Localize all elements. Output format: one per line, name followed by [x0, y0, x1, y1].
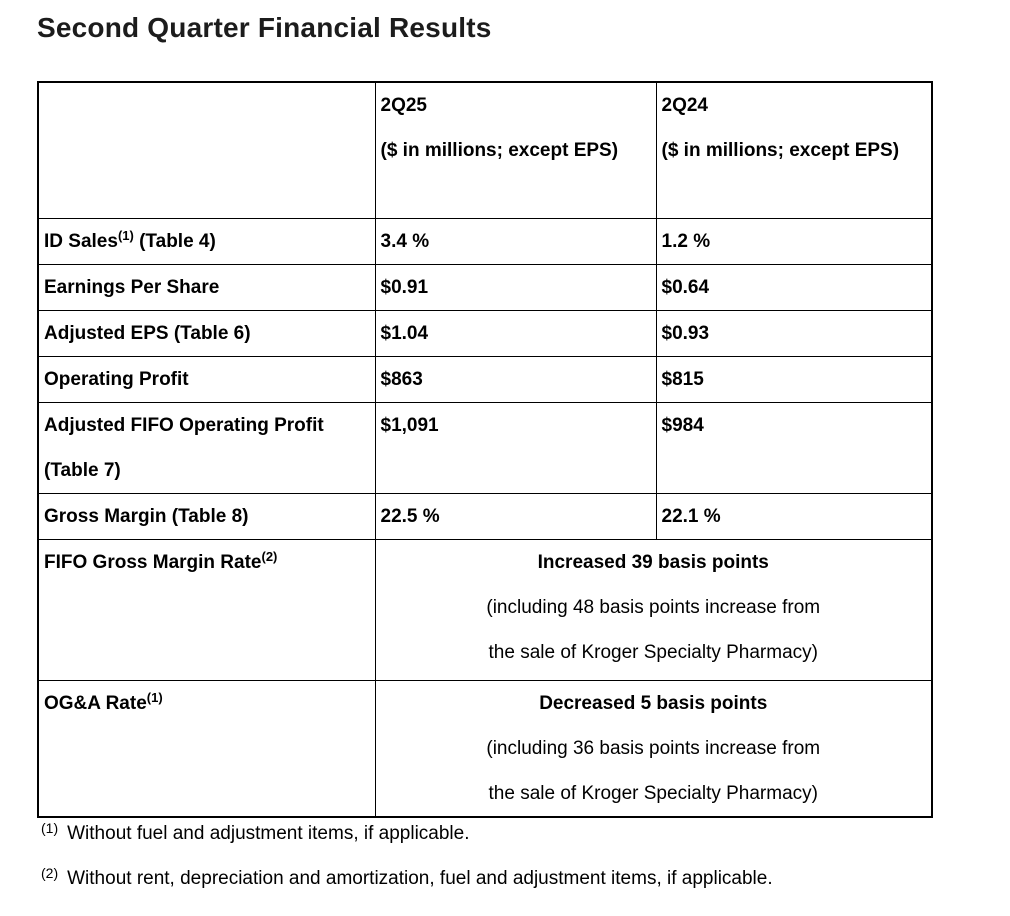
page-title: Second Quarter Financial Results — [37, 12, 492, 43]
table-row-fifo-gross-margin-rate: FIFO Gross Margin Rate(2) Increased 39 b… — [37, 538, 933, 681]
value-gross-margin-2q25: 22.5 % — [374, 492, 657, 540]
row-label-line1: Adjusted FIFO Operating Profit — [44, 414, 324, 436]
footnote-2-marker: (2) — [41, 865, 59, 881]
row-label-gross-margin: Gross Margin (Table 8) — [37, 492, 376, 540]
row-label-id-sales: ID Sales(1) (Table 4) — [37, 217, 376, 265]
value-operating-profit-2q25: $863 — [374, 355, 657, 403]
table-row-adjusted-fifo-operating-profit: Adjusted FIFO Operating Profit (Table 7)… — [37, 401, 933, 494]
footnote-2: (2) Without rent, depreciation and amorti… — [41, 865, 773, 891]
row-label-text: FIFO Gross Margin Rate — [44, 551, 262, 573]
fifo-gmr-headline: Increased 39 basis points — [537, 551, 769, 573]
footnote-ref-1: (1) — [117, 227, 134, 243]
row-label-text: ID Sales — [44, 230, 118, 252]
value-operating-profit-2q24: $815 — [655, 355, 933, 403]
value-eps-2q24: $0.64 — [655, 263, 933, 311]
row-label-suffix: (Table 4) — [133, 230, 216, 252]
value-id-sales-2q24: 1.2 % — [655, 217, 933, 265]
financial-results-table: 2Q25 ($ in millions; except EPS) 2Q24 ($… — [37, 81, 933, 818]
row-label-adjusted-fifo-operating-profit: Adjusted FIFO Operating Profit (Table 7) — [37, 401, 376, 494]
value-eps-2q25: $0.91 — [374, 263, 657, 311]
header-2q24-period: 2Q24 — [661, 95, 708, 116]
header-2q25-period: 2Q25 — [380, 95, 427, 116]
row-label-oga-rate: OG&A Rate(1) — [37, 679, 376, 817]
header-cell-empty — [37, 81, 376, 219]
table-row-gross-margin: Gross Margin (Table 8) 22.5 % 22.1 % — [37, 492, 933, 540]
row-label-eps: Earnings Per Share — [37, 263, 376, 311]
table-header-row: 2Q25 ($ in millions; except EPS) 2Q24 ($… — [37, 81, 933, 219]
value-gross-margin-2q24: 22.1 % — [655, 492, 933, 540]
oga-rate-detail-line1: (including 36 basis points increase from — [486, 737, 821, 759]
fifo-gmr-detail-line2: the sale of Kroger Specialty Pharmacy) — [488, 641, 819, 663]
row-label-fifo-gross-margin-rate: FIFO Gross Margin Rate(2) — [37, 538, 376, 681]
row-label-line2: (Table 7) — [44, 459, 121, 481]
footnotes-section: (1) Without fuel and adjustment items, if… — [41, 820, 773, 912]
value-adjusted-eps-2q24: $0.93 — [655, 309, 933, 357]
fifo-gross-margin-rate-detail: Increased 39 basis points (including 48 … — [374, 538, 933, 681]
oga-rate-detail: Decreased 5 basis points (including 36 b… — [374, 679, 933, 817]
oga-rate-headline: Decreased 5 basis points — [539, 692, 768, 714]
value-adjusted-eps-2q25: $1.04 — [374, 309, 657, 357]
header-cell-2q25: 2Q25 ($ in millions; except EPS) — [374, 81, 657, 219]
row-label-adjusted-eps: Adjusted EPS (Table 6) — [37, 309, 376, 357]
table-row-operating-profit: Operating Profit $863 $815 — [37, 355, 933, 403]
fifo-gmr-detail-line1: (including 48 basis points increase from — [486, 596, 821, 618]
value-adjusted-fifo-2q24: $984 — [655, 401, 933, 494]
footnote-ref-2: (2) — [261, 548, 278, 564]
header-2q24-units: ($ in millions; except EPS) — [661, 140, 900, 161]
table-row-id-sales: ID Sales(1) (Table 4) 3.4 % 1.2 % — [37, 217, 933, 265]
row-label-operating-profit: Operating Profit — [37, 355, 376, 403]
header-cell-2q24: 2Q24 ($ in millions; except EPS) — [655, 81, 933, 219]
oga-rate-detail-line2: the sale of Kroger Specialty Pharmacy) — [488, 782, 819, 804]
footnote-2-text: Without rent, depreciation and amortizat… — [67, 868, 773, 889]
footnote-1-text: Without fuel and adjustment items, if ap… — [67, 823, 470, 844]
footnote-1-marker: (1) — [41, 820, 59, 836]
value-id-sales-2q25: 3.4 % — [374, 217, 657, 265]
table-row-eps: Earnings Per Share $0.91 $0.64 — [37, 263, 933, 311]
table-row-adjusted-eps: Adjusted EPS (Table 6) $1.04 $0.93 — [37, 309, 933, 357]
table-row-oga-rate: OG&A Rate(1) Decreased 5 basis points (i… — [37, 679, 933, 817]
value-adjusted-fifo-2q25: $1,091 — [374, 401, 657, 494]
header-2q25-units: ($ in millions; except EPS) — [380, 140, 619, 161]
row-label-text: OG&A Rate — [44, 692, 147, 714]
footnote-ref-1: (1) — [146, 689, 163, 705]
footnote-1: (1) Without fuel and adjustment items, if… — [41, 820, 773, 846]
